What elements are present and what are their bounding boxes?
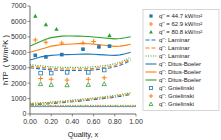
marker-triangle xyxy=(65,83,69,87)
legend-marker xyxy=(149,94,153,98)
y-tick-label: 3000 xyxy=(11,64,27,71)
legend-marker xyxy=(149,86,152,89)
marker-plus xyxy=(44,40,49,45)
plot-area xyxy=(30,14,136,107)
marker-triangle xyxy=(86,83,90,87)
series-line xyxy=(30,52,131,60)
marker-plus xyxy=(91,39,96,44)
x-tick xyxy=(114,114,115,117)
background xyxy=(0,0,221,140)
marker-square xyxy=(49,71,53,75)
marker-square xyxy=(87,71,91,75)
marker-square xyxy=(108,44,112,48)
legend-label: q'': Ditus-Boeler xyxy=(159,61,201,67)
horizontal-line xyxy=(30,105,136,106)
x-tick xyxy=(136,114,137,117)
legend-marker xyxy=(149,102,153,105)
marker-plus xyxy=(81,41,86,46)
legend-label: q'': Laminar xyxy=(159,53,190,59)
chart: 0 1000 2000 3000 4000 5000 6000 7000 0.00 0.20 0.4… xyxy=(0,0,221,140)
y-tick xyxy=(28,6,31,7)
marker-square xyxy=(44,55,48,59)
x-tick-label: 0.80 xyxy=(108,118,122,125)
legend-label: q'': Gnielinski xyxy=(159,101,194,107)
horizontal-line xyxy=(30,105,136,106)
legend-label: q'': Ditus-Boeler xyxy=(159,77,201,83)
marker-plus xyxy=(59,41,64,46)
marker-triangle xyxy=(49,83,53,87)
legend-label: q'': Gnielinski xyxy=(159,93,194,99)
marker-square xyxy=(60,53,64,57)
y-tick xyxy=(28,83,31,84)
marker-triangle xyxy=(54,27,58,31)
marker-square xyxy=(102,68,106,72)
y-tick-label: 5000 xyxy=(11,33,27,40)
x-tick xyxy=(93,114,94,117)
x-tick xyxy=(30,114,31,117)
legend-label: q'': Gnielinski xyxy=(159,85,194,91)
y-tick-label: 0 xyxy=(23,110,27,117)
marker-triangle xyxy=(44,22,48,26)
marker-square xyxy=(97,45,101,49)
legend-frame xyxy=(143,10,219,111)
series-line xyxy=(30,57,131,67)
marker-square xyxy=(34,54,38,58)
horizontal-line xyxy=(30,106,136,107)
y-tick xyxy=(28,114,31,115)
y-tick xyxy=(28,52,31,53)
series-line xyxy=(30,44,131,53)
y-tick-label: 1000 xyxy=(11,95,27,102)
legend-line xyxy=(146,71,157,72)
marker-triangle xyxy=(107,33,111,37)
y-tick xyxy=(28,21,31,22)
marker-triangle xyxy=(33,14,37,18)
legend-marker xyxy=(149,22,153,26)
marker-triangle xyxy=(102,82,106,86)
legend-line xyxy=(146,47,157,48)
marker-square xyxy=(65,71,69,75)
marker-plus xyxy=(49,77,54,82)
y-tick-label: 6000 xyxy=(11,18,27,25)
legend-marker xyxy=(149,30,153,33)
legend-marker xyxy=(149,14,152,17)
marker-plus xyxy=(86,77,91,82)
marker-square xyxy=(39,71,43,75)
x-tick-label: 1.00 xyxy=(129,118,143,125)
y-axis-label: hTP ( W/m²K ) xyxy=(1,35,10,85)
x-tick-label: 0.00 xyxy=(23,118,37,125)
marker-square xyxy=(81,47,85,51)
legend: q'' = 44.7 kW/m² q'' = 62.9 kW/m² q'' = 80… xyxy=(143,10,219,111)
x-tick-label: 0.40 xyxy=(66,118,80,125)
legend-label: q'' = 80.8 kW/m² xyxy=(159,29,202,35)
legend-label: q'' = 44.7 kW/m² xyxy=(159,13,202,19)
y-tick xyxy=(28,36,31,37)
marker-plus xyxy=(65,78,70,83)
legend-line xyxy=(146,39,157,40)
legend-line xyxy=(146,55,157,56)
legend-line xyxy=(146,79,157,80)
series-line xyxy=(30,36,131,46)
x-tick xyxy=(51,114,52,117)
y-tick-label: 4000 xyxy=(11,49,27,56)
y-tick xyxy=(28,67,31,68)
x-axis-line xyxy=(30,114,136,115)
legend-label: q'': Laminar xyxy=(159,45,190,51)
legend-label: q'': Ditus-Boeler xyxy=(159,69,201,75)
marker-triangle xyxy=(38,82,42,86)
legend-line xyxy=(146,63,157,64)
marker-plus xyxy=(33,38,38,43)
x-tick-label: 0.20 xyxy=(44,118,58,125)
y-tick xyxy=(28,98,31,99)
x-tick-label: 0.60 xyxy=(87,118,101,125)
y-tick-label: 7000 xyxy=(11,2,27,9)
series-line xyxy=(30,94,131,104)
legend-label: q'': Laminar xyxy=(159,37,190,43)
y-tick-label: 2000 xyxy=(11,80,27,87)
legend-label: q'' = 62.9 kW/m² xyxy=(159,21,202,27)
x-tick xyxy=(72,114,73,117)
series-line xyxy=(30,93,131,103)
marker-plus xyxy=(38,76,43,81)
marker-plus xyxy=(102,75,107,80)
x-axis-label: Quality, x xyxy=(68,130,99,139)
